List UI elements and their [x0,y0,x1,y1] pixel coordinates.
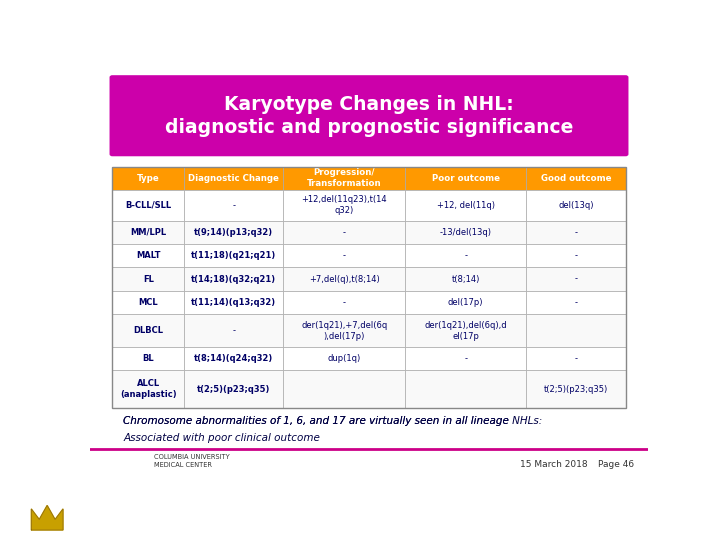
Text: -: - [343,298,346,307]
Bar [112,267,184,291]
Bar [405,347,526,370]
Bar [526,244,626,267]
Text: Poor outcome: Poor outcome [431,174,500,183]
Bar [112,314,184,347]
Bar [184,291,284,314]
FancyBboxPatch shape [109,75,629,156]
Text: -: - [343,251,346,260]
Text: dup(1q): dup(1q) [328,354,361,363]
Bar [405,314,526,347]
Text: Progression/
Transformation: Progression/ Transformation [307,168,382,188]
Bar [405,267,526,291]
Text: -13/del(13q): -13/del(13q) [440,228,492,237]
Text: Diagnostic Change: Diagnostic Change [189,174,279,183]
Text: B-CLL/SLL: B-CLL/SLL [125,201,171,210]
Bar [284,291,405,314]
Bar [112,190,184,220]
Text: der(1q21),+7,del(6q
),del(17p): der(1q21),+7,del(6q ),del(17p) [301,321,387,341]
Bar [284,267,405,291]
Text: t(14;18)(q32;q21): t(14;18)(q32;q21) [192,274,276,284]
Text: BL: BL [143,354,154,363]
Bar [112,220,184,244]
Bar [526,267,626,291]
Bar [526,291,626,314]
Text: +12,del(11q23),t(14
q32): +12,del(11q23),t(14 q32) [302,195,387,215]
Text: -: - [575,274,577,284]
Text: Good outcome: Good outcome [541,174,611,183]
Bar [112,370,184,408]
Bar [184,267,284,291]
Text: COLUMBIA UNIVERSITY
MEDICAL CENTER: COLUMBIA UNIVERSITY MEDICAL CENTER [154,454,230,468]
Text: Associated with poor clinical outcome: Associated with poor clinical outcome [124,433,320,443]
Bar [526,314,626,347]
Bar [184,347,284,370]
Bar [526,220,626,244]
Text: -: - [464,354,467,363]
Bar [405,291,526,314]
Bar [112,167,626,408]
Text: t(11;18)(q21;q21): t(11;18)(q21;q21) [191,251,276,260]
Text: -: - [233,326,235,335]
Bar [405,220,526,244]
Bar [284,370,405,408]
Bar [112,167,184,190]
Text: 15 March 2018: 15 March 2018 [520,460,588,469]
Bar [284,347,405,370]
Text: -: - [464,251,467,260]
Text: FL: FL [143,274,153,284]
Bar [526,347,626,370]
Bar [184,314,284,347]
Text: DLBCL: DLBCL [133,326,163,335]
Text: Chromosome abnormalities of 1, 6, and 17 are virtually seen in all lineage NHLs:: Chromosome abnormalities of 1, 6, and 17… [124,416,543,426]
Text: ALCL
(anaplastic): ALCL (anaplastic) [120,379,176,399]
Text: t(2;5)(p23;q35): t(2;5)(p23;q35) [197,384,271,394]
Text: t(2;5)(p23;q35): t(2;5)(p23;q35) [544,384,608,394]
Text: -: - [233,201,235,210]
Bar [184,167,284,190]
Bar [284,244,405,267]
Text: Type: Type [137,174,160,183]
Text: del(13q): del(13q) [558,201,594,210]
Text: MCL: MCL [138,298,158,307]
Bar [184,220,284,244]
Text: -: - [575,354,577,363]
Bar [526,370,626,408]
Bar [284,220,405,244]
Text: MALT: MALT [136,251,161,260]
Bar [405,167,526,190]
Bar [405,190,526,220]
Text: diagnostic and prognostic significance: diagnostic and prognostic significance [165,118,573,137]
Text: +7,del(q),t(8;14): +7,del(q),t(8;14) [309,274,379,284]
Bar [112,347,184,370]
Text: t(8;14)(q24;q32): t(8;14)(q24;q32) [194,354,274,363]
Text: -: - [575,228,577,237]
Bar [184,244,284,267]
Text: -: - [575,298,577,307]
Polygon shape [32,505,63,530]
Text: -: - [575,251,577,260]
Bar [526,190,626,220]
Bar [112,291,184,314]
Text: t(11;14)(q13;q32): t(11;14)(q13;q32) [192,298,276,307]
Bar [184,370,284,408]
Bar [284,167,405,190]
Text: del(17p): del(17p) [448,298,483,307]
Text: t(8;14): t(8;14) [451,274,480,284]
Bar [284,190,405,220]
Text: t(9;14)(p13;q32): t(9;14)(p13;q32) [194,228,274,237]
Text: der(1q21),del(6q),d
el(17p: der(1q21),del(6q),d el(17p [424,321,507,341]
Bar [526,167,626,190]
Text: +12, del(11q): +12, del(11q) [436,201,495,210]
Bar [284,314,405,347]
Text: Page 46: Page 46 [598,460,634,469]
Text: MM/LPL: MM/LPL [130,228,166,237]
Bar [112,244,184,267]
Bar [184,190,284,220]
Text: Karyotype Changes in NHL:: Karyotype Changes in NHL: [224,94,514,113]
Bar [405,244,526,267]
Bar [405,370,526,408]
Text: -: - [343,228,346,237]
Text: Chromosome abnormalities of 1, 6, and 17 are virtually seen in all lineage: Chromosome abnormalities of 1, 6, and 17… [124,416,513,426]
